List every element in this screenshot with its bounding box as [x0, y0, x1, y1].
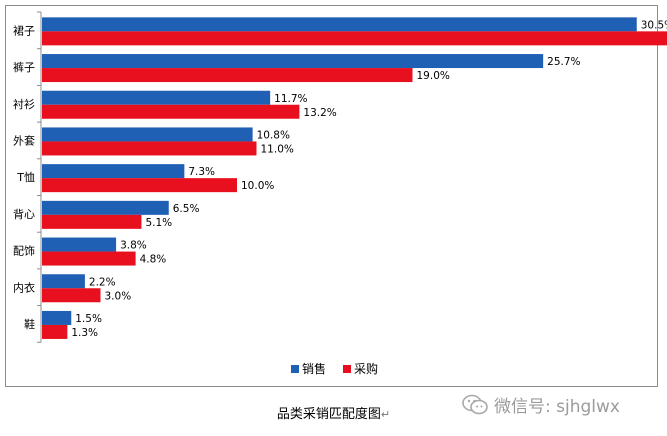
- purchase-bar: [42, 31, 667, 46]
- data-label: 7.3%: [188, 166, 215, 178]
- data-label: 13.2%: [303, 107, 336, 119]
- legend-label: 销售: [302, 361, 326, 376]
- sales-bar: [42, 237, 117, 252]
- category-label: 内衣: [13, 280, 35, 294]
- category-label: 外套: [13, 134, 35, 147]
- data-label: 30.5%: [641, 19, 667, 31]
- labels-layer: 裙子30.5%32.6%裤子25.7%19.0%衬衫11.7%13.2%外套10…: [13, 19, 667, 339]
- legend-swatch: [343, 365, 351, 373]
- axis-layer: [37, 11, 42, 343]
- data-label: 25.7%: [547, 56, 580, 68]
- watermark: 微信号: sjhglwx: [462, 392, 620, 417]
- data-label: 10.8%: [257, 129, 290, 141]
- figure-caption: 品类采销匹配度图↵: [0, 403, 667, 422]
- legend-swatch: [291, 365, 299, 373]
- data-label: 5.1%: [145, 217, 172, 229]
- data-label: 11.0%: [261, 143, 294, 155]
- bars-layer: [42, 17, 667, 339]
- data-label: 2.2%: [89, 276, 116, 288]
- sales-bar: [42, 17, 637, 32]
- category-label: 背心: [13, 207, 35, 221]
- category-label: 裤子: [13, 60, 35, 74]
- purchase-bar: [42, 104, 300, 119]
- caption-mark: ↵: [380, 408, 391, 421]
- data-label: 1.3%: [71, 327, 98, 339]
- purchase-bar: [42, 178, 237, 193]
- legend-label: 采购: [354, 361, 378, 376]
- sales-bar: [42, 310, 72, 325]
- caption-text: 品类采销匹配度图: [276, 407, 381, 422]
- category-label: T恤: [16, 171, 35, 184]
- wechat-icon: [462, 394, 488, 416]
- category-label: 鞋: [24, 317, 35, 331]
- data-label: 1.5%: [75, 313, 102, 325]
- purchase-bar: [42, 141, 257, 156]
- purchase-bar: [42, 251, 136, 266]
- sales-bar: [42, 90, 271, 105]
- sales-bar: [42, 164, 185, 179]
- sales-bar: [42, 54, 544, 69]
- purchase-bar: [42, 214, 142, 229]
- sales-bar: [42, 274, 85, 289]
- data-label: 4.8%: [140, 254, 167, 266]
- data-label: 3.0%: [105, 290, 132, 302]
- category-label: 裙子: [13, 24, 35, 37]
- data-label: 19.0%: [417, 70, 450, 82]
- category-label: 衬衫: [13, 98, 35, 111]
- purchase-bar: [42, 288, 101, 303]
- data-label: 10.0%: [241, 180, 274, 192]
- purchase-bar: [42, 324, 68, 339]
- data-label: 11.7%: [274, 93, 307, 105]
- category-label: 配饰: [13, 244, 35, 258]
- purchase-bar: [42, 68, 413, 83]
- sales-bar: [42, 127, 253, 142]
- legend: 销售 采购: [291, 361, 378, 376]
- watermark-text: 微信号: sjhglwx: [494, 397, 620, 417]
- data-label: 3.8%: [120, 240, 147, 252]
- data-label: 6.5%: [173, 203, 200, 215]
- sales-bar: [42, 200, 169, 215]
